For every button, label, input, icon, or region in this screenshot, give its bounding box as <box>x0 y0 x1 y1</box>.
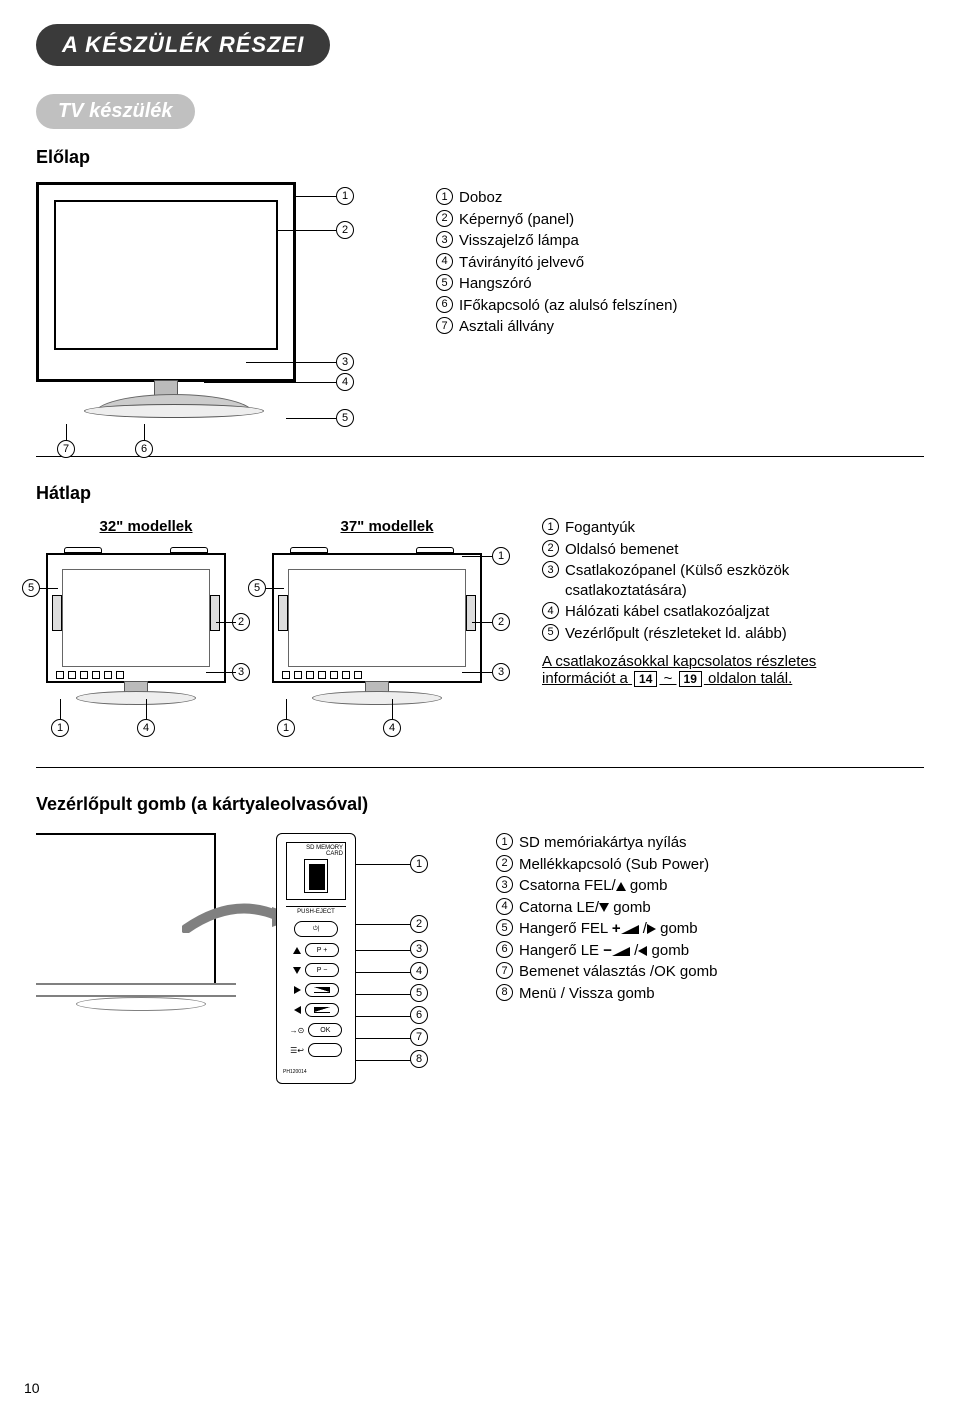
page-number: 10 <box>24 1380 40 1396</box>
model-37: 37" modellek 5 1 2 <box>262 518 512 733</box>
power-button: ⏻| <box>294 921 338 937</box>
back-heading: Hátlap <box>36 483 924 504</box>
callout-6: 6 <box>135 440 153 458</box>
panel-legend: 1SD memóriakártya nyílás 2Mellékkapcsoló… <box>496 833 717 1084</box>
tv-side-diagram <box>36 833 276 1033</box>
callout-3: 3 <box>336 353 354 371</box>
front-legend: 1Doboz 2Képernyő (panel) 3Visszajelző lá… <box>436 188 677 422</box>
front-heading: Előlap <box>36 147 924 168</box>
back-legend: 1Fogantyúk 2Oldalsó bemenet 3Csatlakozóp… <box>542 518 825 687</box>
callout-4: 4 <box>336 373 354 391</box>
callout-5: 5 <box>336 409 354 427</box>
callout-1: 1 <box>336 187 354 205</box>
panel-heading: Vezérlőpult gomb (a kártyaleolvasóval) <box>36 794 924 815</box>
page-title-pill: A KÉSZÜLÉK RÉSZEI <box>36 24 330 66</box>
back-ref: A csatlakozásokkal kapcsolatos részletes… <box>542 653 825 687</box>
control-panel-diagram: SD MEMORYCARD PUSH-EJECT ⏻| P + P − →⊙OK… <box>276 833 356 1084</box>
sub-title-pill: TV készülék <box>36 94 195 129</box>
model-32: 32" modellek 5 2 3 <box>36 518 256 733</box>
divider <box>36 456 924 457</box>
divider-2 <box>36 767 924 768</box>
callout-2: 2 <box>336 221 354 239</box>
tv-front-diagram: 1 2 3 4 5 6 7 <box>36 182 336 422</box>
callout-7: 7 <box>57 440 75 458</box>
